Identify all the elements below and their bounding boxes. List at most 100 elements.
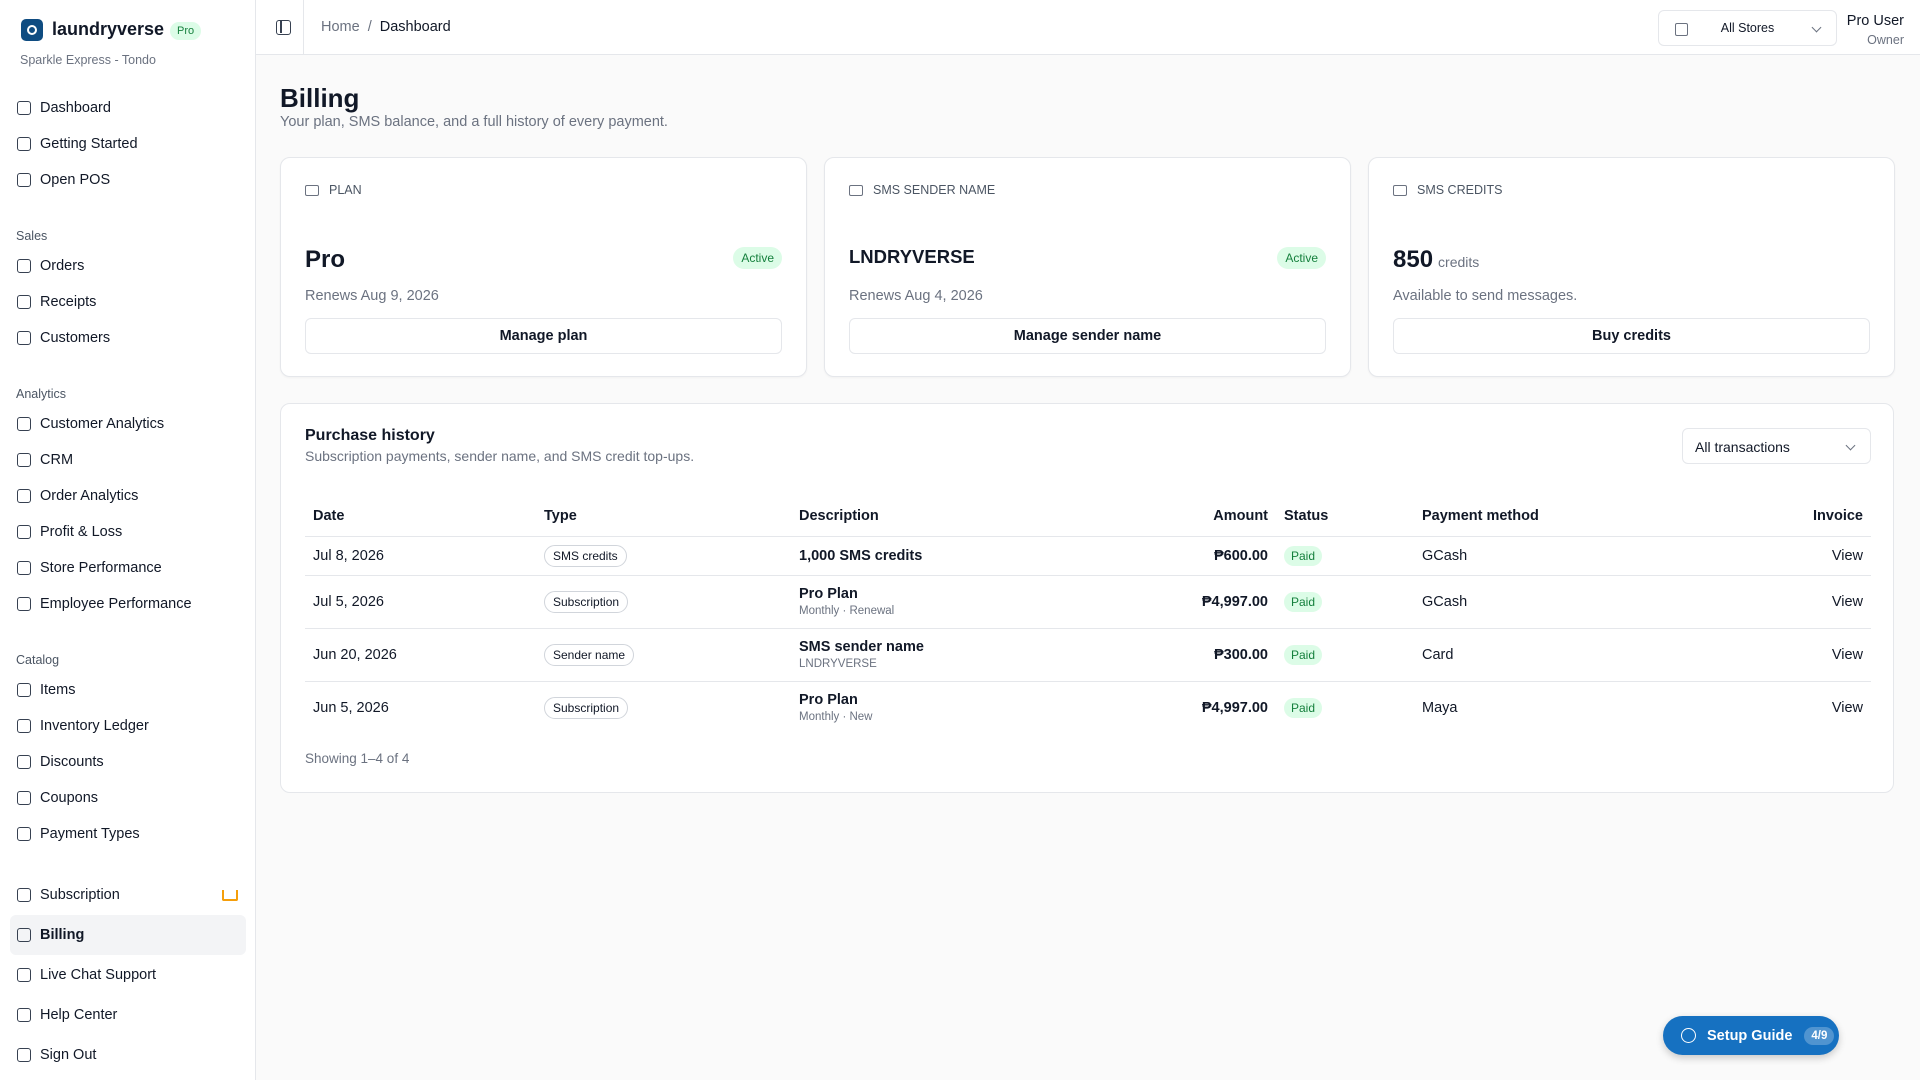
column-header: Description (791, 496, 1151, 537)
card-icon (849, 184, 863, 196)
nav-item[interactable]: Sign Out (10, 1035, 246, 1075)
date-cell: Jun 5, 2026 (313, 699, 389, 716)
pagination-info: Showing 1–4 of 4 (305, 751, 410, 766)
nav-label: Help Center (40, 1007, 118, 1023)
nav-item[interactable]: Customers (0, 320, 256, 356)
payment-method-cell: GCash (1414, 536, 1684, 576)
invoice-link[interactable]: View (1831, 646, 1863, 663)
type-chip: SMS credits (544, 544, 627, 567)
column-header: Date (305, 496, 536, 537)
nav-item[interactable]: Open POS (0, 162, 256, 198)
invoice-link[interactable]: View (1831, 547, 1863, 564)
history-table: Date Type Description Amount Status Payment m… (305, 496, 1871, 734)
summary-card: SMS SENDER NAME LNDRYVERSE Active Renews Au… (824, 157, 1351, 377)
nav-item[interactable]: Billing (10, 915, 246, 955)
type-cell: Sender name (536, 628, 791, 682)
card-label: SMS SENDER NAME (849, 183, 995, 197)
nav-label: Items (40, 682, 76, 698)
nav-icon (17, 791, 31, 805)
nav-icon (17, 259, 31, 273)
nav-icon (17, 1048, 31, 1062)
purchase-history: Purchase history Subscription payments, … (280, 403, 1894, 793)
card-label-text: SMS CREDITS (1417, 183, 1503, 197)
nav-label: Orders (40, 258, 85, 274)
nav-icon (17, 755, 31, 769)
nav-item[interactable]: Customer Analytics (0, 406, 256, 442)
status-cell: Paid (1276, 536, 1414, 576)
nav-label: Discounts (40, 754, 104, 770)
table-row: Jun 5, 2026 Subscription Pro Plan Monthly ·… (305, 681, 1871, 734)
user-name[interactable]: Pro User (1846, 13, 1904, 29)
store-select[interactable]: All Stores (1658, 10, 1837, 46)
breadcrumb[interactable]: Dashboard (379, 19, 451, 35)
nav-icon (17, 453, 31, 467)
status-badge: Paid (1284, 591, 1323, 612)
top-bar: Home / Dashboard All Stores Pro User Owner (256, 0, 1920, 55)
status-badge: Paid (1284, 644, 1323, 665)
nav-item[interactable]: Orders (0, 248, 256, 284)
nav-icon (17, 137, 31, 151)
chevron (1845, 440, 1856, 451)
section-subtitle: Subscription payments, sender name, and … (305, 448, 695, 464)
nav-item[interactable]: Dashboard (0, 90, 256, 126)
card-action[interactable]: Manage sender name (849, 318, 1326, 354)
nav-label: Coupons (40, 790, 99, 806)
column-header: Invoice (1684, 496, 1871, 537)
nav-icon (17, 888, 31, 902)
nav-label: Store Performance (40, 560, 162, 576)
amount-cell: ₱600.00 (1151, 536, 1276, 576)
type-cell: Subscription (536, 575, 791, 629)
nav-label: Getting Started (40, 136, 138, 152)
nav-item[interactable]: Live Chat Support (10, 955, 246, 995)
nav-item[interactable]: Payment Types (0, 816, 256, 852)
nav-item[interactable]: Inventory Ledger (0, 708, 256, 744)
status-cell: Paid (1276, 575, 1414, 629)
nav-item[interactable]: Store Performance (0, 550, 256, 586)
status-badge: Active (1277, 247, 1326, 269)
card-action[interactable]: Manage plan (305, 318, 782, 354)
status-badge: Paid (1284, 697, 1323, 718)
nav-icon (17, 968, 31, 982)
invoice-link[interactable]: View (1831, 593, 1863, 610)
card-action[interactable]: Buy credits (1393, 318, 1870, 354)
invoice-cell: View (1684, 628, 1871, 682)
invoice-link[interactable]: View (1831, 699, 1863, 716)
breadcrumb[interactable]: Home (321, 19, 360, 35)
nav-item[interactable]: Discounts (0, 744, 256, 780)
table-header: Date Type Description Amount Status Payment m… (305, 496, 1871, 537)
nav-item[interactable]: Receipts (0, 284, 256, 320)
nav-item[interactable]: Order Analytics (0, 478, 256, 514)
nav-item[interactable]: Coupons (0, 780, 256, 816)
breadcrumb-separator: / (367, 19, 372, 35)
nav-icon (17, 417, 31, 431)
column-header: Type (536, 496, 791, 537)
status-badge: Active (733, 247, 782, 269)
nav-label: Customer Analytics (40, 416, 165, 432)
nav-group-label: Analytics (16, 387, 67, 401)
invoice-cell: View (1684, 681, 1871, 734)
crown-icon (222, 889, 238, 901)
column-header: Amount (1151, 496, 1276, 537)
nav-item[interactable]: Subscription (10, 875, 246, 915)
nav-item[interactable]: Profit & Loss (0, 514, 256, 550)
payment-method-cell: GCash (1414, 575, 1684, 629)
nav-item[interactable]: Employee Performance (0, 586, 256, 622)
nav-icon (17, 489, 31, 503)
sidebar-toggle[interactable] (276, 20, 291, 35)
card-icon (1393, 184, 1407, 196)
description-cell: SMS sender name LNDRYVERSE (791, 628, 1151, 682)
type-chip: Sender name (544, 643, 635, 666)
type-cell: SMS credits (536, 536, 791, 576)
type-chip: Subscription (544, 696, 629, 719)
brand-badge: Pro (170, 22, 202, 40)
nav-item[interactable]: CRM (0, 442, 256, 478)
user-role: Owner (1867, 33, 1904, 47)
nav-item[interactable]: Help Center (10, 995, 246, 1035)
nav-label: Billing (40, 927, 85, 943)
transaction-filter[interactable]: All transactions (1682, 428, 1871, 464)
section-title: Purchase history (305, 427, 435, 444)
nav-item[interactable]: Items (0, 672, 256, 708)
description-cell: 1,000 SMS credits (791, 536, 1151, 576)
nav-item[interactable]: Getting Started (0, 126, 256, 162)
setup-guide-button[interactable]: Setup Guide 4/9 (1663, 1016, 1839, 1055)
